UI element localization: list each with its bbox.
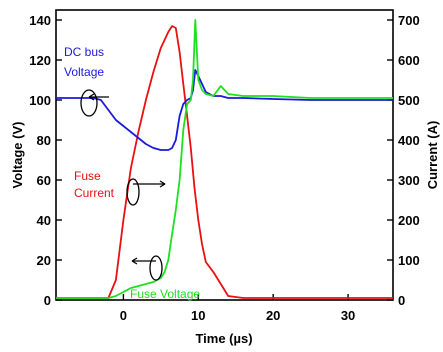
series-fuse-current [56,26,393,298]
x-tick-label-1: 10 [191,308,205,323]
fuse-current-label-line1: Fuse [74,169,101,183]
y-tick-label-6: 120 [29,53,51,68]
fuse-current-label-line2: Current [74,186,115,200]
y-tick-label-2: 40 [37,213,51,228]
y2-tick-label-2: 200 [398,213,420,228]
y-axis-label: Voltage (V) [10,122,25,189]
plot-frame [56,10,393,300]
x-tick-label-3: 30 [341,308,355,323]
y-tick-label-0: 0 [44,293,51,308]
series-dc-bus-voltage [56,70,393,150]
y-tick-label-4: 80 [37,133,51,148]
y-tick-label-1: 20 [37,253,51,268]
dc-bus-indicator-ellipse [81,90,97,116]
series-fuse-voltage [56,20,393,298]
y-tick-label-7: 140 [29,13,51,28]
y2-tick-label-5: 500 [398,93,420,108]
x-axis-label: Time (µs) [195,331,252,346]
y-tick-label-5: 100 [29,93,51,108]
y2-axis-label: Current (A) [425,121,440,190]
y2-tick-label-6: 600 [398,53,420,68]
y2-tick-label-1: 100 [398,253,420,268]
y2-tick-label-3: 300 [398,173,420,188]
x-tick-label-2: 20 [266,308,280,323]
fuse-current-indicator-ellipse [127,179,139,205]
dc-bus-label-line2: Voltage [64,65,104,79]
dc-bus-label-line1: DC bus [64,45,104,59]
y2-tick-label-0: 0 [398,293,405,308]
fuse-voltage-indicator-ellipse [150,256,162,280]
x-tick-label-0: 0 [120,308,127,323]
chart-marks: 0 10 20 30020406080100120140010020030040050… [29,13,419,323]
fuse-voltage-label: Fuse Voltage [130,287,200,301]
y2-tick-label-4: 400 [398,133,420,148]
y-tick-label-3: 60 [37,173,51,188]
y2-tick-label-7: 700 [398,13,420,28]
